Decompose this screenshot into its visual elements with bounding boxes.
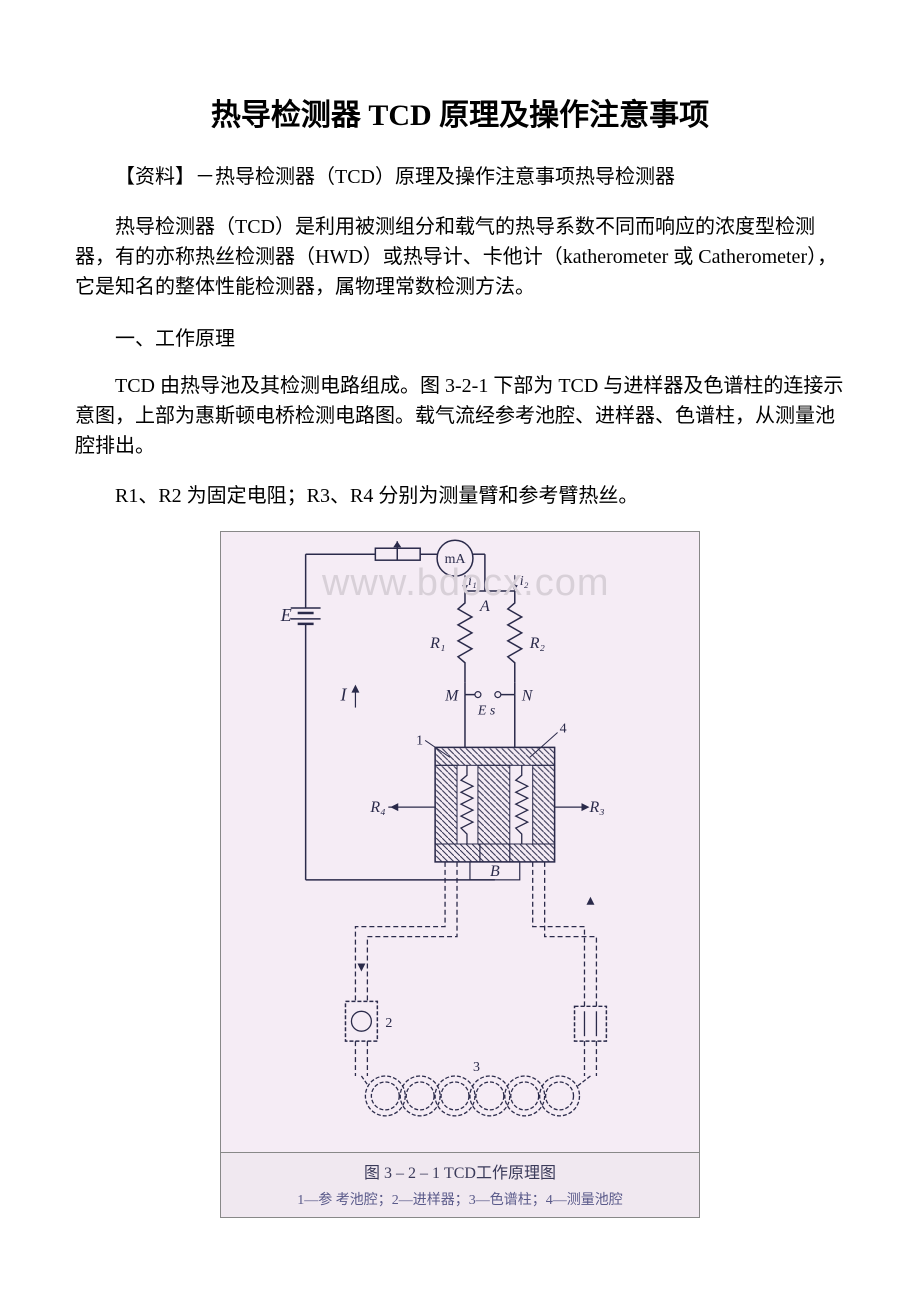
label-n1: 1 [416,733,423,748]
label-n4: 4 [560,721,567,736]
label-R4: R₄ [369,799,385,816]
section-heading: 一、工作原理 [75,322,845,351]
document-title: 热导检测器 TCD 原理及操作注意事项 [75,90,845,134]
diagram-area: www.bdocx.com mA i₁ i₂ [221,532,699,1152]
label-I: I [340,685,348,705]
paragraph-2: TCD 由热导池及其检测电路组成。图 3-2-1 下部为 TCD 与进样器及色谱… [75,371,845,461]
figure-legend: 1—参 考池腔；2—进样器；3—色谱柱；4—测量池腔 [221,1185,699,1217]
label-N: N [521,688,534,705]
label-mA: mA [445,552,466,567]
label-i1: i₁ [468,574,477,589]
label-M: M [444,688,459,705]
label-A: A [479,598,490,615]
paragraph-3: R1、R2 为固定电阻；R3、R4 分别为测量臂和参考臂热丝。 [75,481,845,511]
label-E: E [280,605,292,625]
label-B: B [490,863,500,880]
label-n3: 3 [473,1060,480,1075]
circuit-diagram-svg: mA i₁ i₂ [221,532,699,1152]
label-R2: R₂ [529,635,546,652]
figure-caption: 图 3 – 2 – 1 TCD工作原理图 [221,1152,699,1185]
paragraph-1: 热导检测器（TCD）是利用被测组分和载气的热导系数不同而响应的浓度型检测器，有的… [75,212,845,302]
figure-container: www.bdocx.com mA i₁ i₂ [75,531,845,1218]
label-i2: i₂ [520,574,529,589]
figure-box: www.bdocx.com mA i₁ i₂ [220,531,700,1218]
label-R1: R₁ [429,635,445,652]
label-n2: 2 [385,1016,392,1031]
label-Es: E s [477,704,495,719]
label-R3: R₃ [588,799,604,816]
intro-paragraph: 【资料】－热导检测器（TCD）原理及操作注意事项热导检测器 [75,162,845,192]
